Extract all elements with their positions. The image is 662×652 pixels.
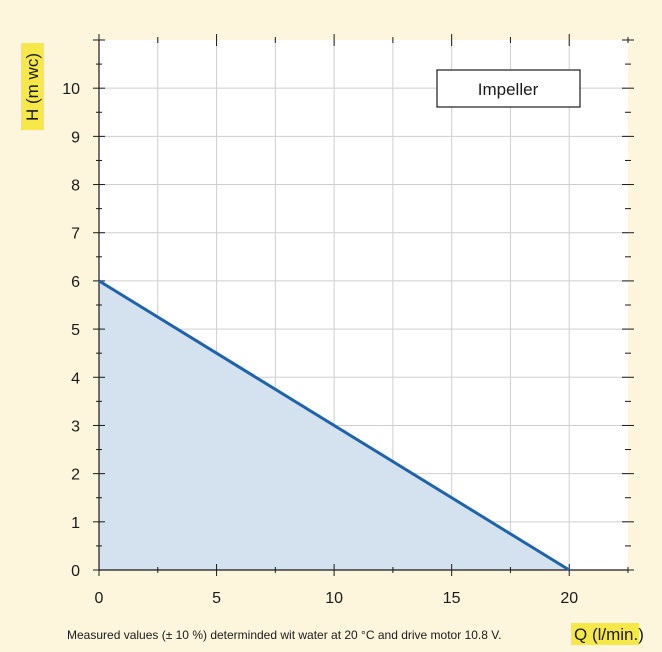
y-tick-label: 0 (71, 563, 80, 580)
y-tick-label: 3 (71, 418, 80, 435)
y-axis-title-highlight (21, 43, 44, 130)
y-tick-label: 8 (71, 178, 80, 195)
x-tick-label: 10 (325, 590, 343, 607)
x-axis-title-text: Q (l/min.) (574, 625, 644, 644)
x-tick-label: 15 (443, 590, 461, 607)
tick-labels: 0 1 2 3 4 5 6 7 8 9 10 0 5 10 15 20 (62, 81, 578, 607)
y-tick-label: 4 (71, 370, 80, 387)
y-tick-label: 5 (71, 322, 80, 339)
legend: Impeller (436, 69, 581, 108)
x-tick-label: 5 (212, 590, 221, 607)
legend-box (436, 69, 581, 108)
series-line-impeller (98, 279, 571, 572)
y-tick-label: 10 (62, 81, 80, 98)
legend-label-impeller: Impeller (478, 80, 539, 99)
x-tick-label: 0 (95, 590, 104, 607)
x-axis-title: Q (l/min.) (571, 623, 644, 645)
y-tick-label: 7 (71, 226, 80, 243)
x-tick-label: 20 (560, 590, 578, 607)
y-tick-label: 1 (71, 515, 80, 532)
x-axis-title-highlight (571, 623, 639, 645)
axes (93, 34, 634, 576)
y-tick-label: 2 (71, 467, 80, 484)
y-axis-title: H (m wc) (21, 43, 44, 130)
y-tick-label: 9 (71, 129, 80, 146)
y-axis-title-text: H (m wc) (23, 53, 42, 121)
y-tick-label: 6 (71, 274, 80, 291)
footnote: Measured values (± 10 %) determinded wit… (67, 628, 502, 642)
